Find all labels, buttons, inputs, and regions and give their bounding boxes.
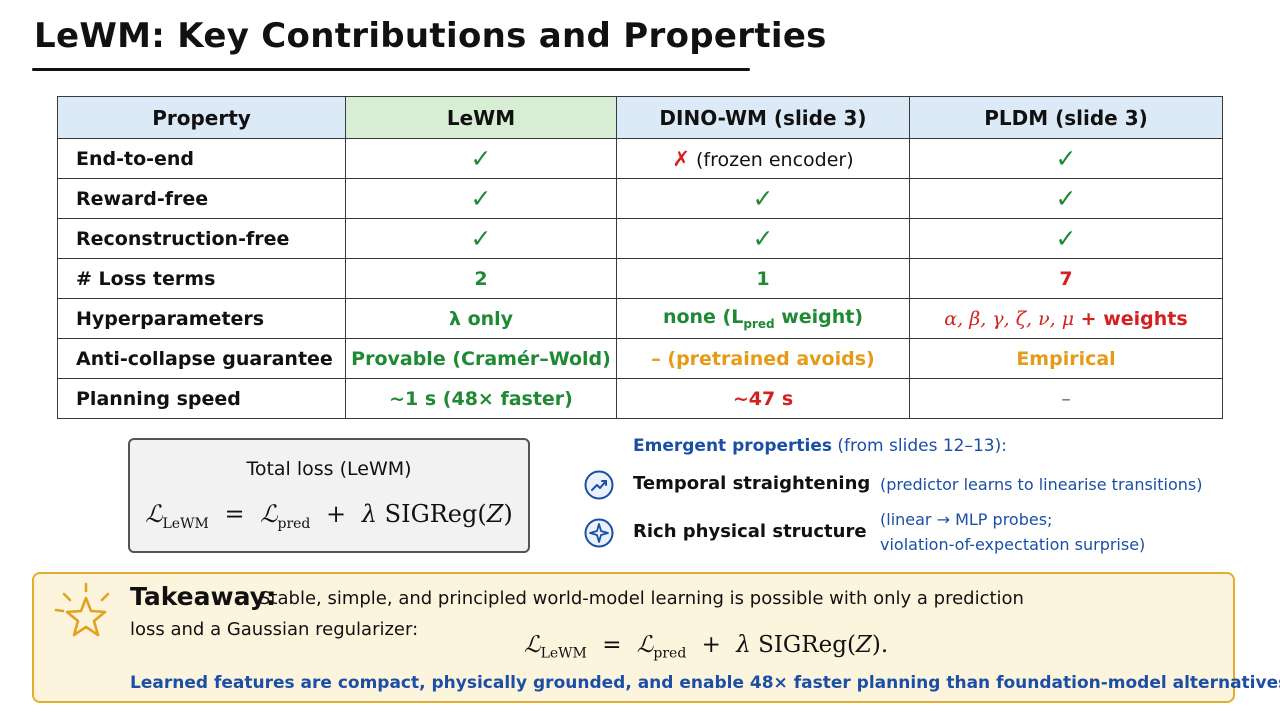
table-row: Reward-free ✓ ✓ ✓	[57, 178, 1223, 219]
row-label-loss-terms: # Loss terms	[57, 258, 346, 299]
row-label-hyperparameters: Hyperparameters	[57, 298, 346, 339]
takeaway-line-1: Stable, simple, and principled world-mod…	[259, 588, 1024, 609]
pldm-anti-collapse: Empirical	[909, 338, 1223, 379]
tk-eq-sigreg: SIGReg(	[758, 632, 856, 658]
eq-lambda: λ	[361, 500, 377, 528]
total-loss-equation: ℒLeWM = ℒpred + λ SIGReg(Z)	[130, 500, 528, 532]
eq-pred-subscript: pred	[277, 515, 311, 532]
pldm-hyper-post: + weights	[1074, 307, 1188, 330]
eq-equals: =	[224, 500, 245, 528]
row-label-reconstruction-free: Reconstruction-free	[57, 218, 346, 259]
dino-hyper-sub: pred	[743, 316, 775, 331]
pldm-planning-speed: –	[909, 378, 1223, 419]
tk-eq-lambda: λ	[736, 632, 751, 658]
dino-planning-speed: ~47 s	[616, 378, 910, 419]
lewm-hyperparameters: λ only	[345, 298, 617, 339]
header-lewm: LeWM	[345, 96, 617, 139]
dino-loss-terms: 1	[616, 258, 910, 299]
slide-title: LeWM: Key Contributions and Properties	[34, 16, 827, 56]
lewm-anti-collapse: Provable (Cramér–Wold)	[345, 338, 617, 379]
table-row: Anti-collapse guarantee Provable (Cramér…	[57, 338, 1223, 379]
tk-eq-pred-subscript: pred	[653, 645, 687, 662]
check-icon: ✓	[1055, 144, 1077, 173]
table-row: Reconstruction-free ✓ ✓ ✓	[57, 218, 1223, 259]
row-label-planning-speed: Planning speed	[57, 378, 346, 419]
tk-eq-plus: +	[701, 632, 721, 658]
table-row: Hyperparameters λ only none (Lpred weigh…	[57, 298, 1223, 339]
table-row: End-to-end ✓ ✗ (frozen encoder) ✓	[57, 138, 1223, 179]
eq-plus: +	[326, 500, 347, 528]
total-loss-box: Total loss (LeWM) ℒLeWM = ℒpred + λ SIGR…	[128, 438, 530, 553]
eq-lhs-subscript: LeWM	[162, 515, 209, 532]
eq-lhs-symbol: ℒ	[145, 500, 163, 528]
pldm-loss-terms: 7	[909, 258, 1223, 299]
emergent-heading-bold: Emergent properties	[633, 436, 833, 456]
eq-sigreg: SIGReg(	[384, 500, 487, 528]
check-icon: ✓	[470, 184, 492, 213]
lewm-planning-speed: ~1 s (48× faster)	[345, 378, 617, 419]
table-row: Planning speed ~1 s (48× faster) ~47 s –	[57, 378, 1223, 419]
emergent-label: Rich physical structure	[633, 521, 867, 542]
takeaway-equation: ℒLeWM = ℒpred + λ SIGReg(Z).	[524, 632, 888, 662]
dino-hyper-post: weight)	[774, 306, 864, 329]
tk-eq-lhs-symbol: ℒ	[524, 632, 541, 658]
check-icon: ✓	[1055, 184, 1077, 213]
tk-eq-arg: Z	[855, 632, 872, 658]
emergent-label: Temporal straightening	[633, 473, 871, 494]
row-label-reward-free: Reward-free	[57, 178, 346, 219]
header-property: Property	[57, 96, 346, 139]
emergent-desc: violation-of-expectation surprise)	[880, 535, 1146, 554]
title-underline	[32, 68, 750, 71]
trend-up-icon	[584, 470, 614, 500]
takeaway-box: Takeaway: Stable, simple, and principled…	[32, 572, 1280, 703]
row-label-anti-collapse: Anti-collapse guarantee	[57, 338, 346, 379]
tk-eq-lhs-subscript: LeWM	[540, 645, 587, 662]
check-icon: ✓	[752, 184, 774, 213]
tk-eq-pred-symbol: ℒ	[636, 632, 654, 658]
check-icon: ✓	[470, 144, 492, 173]
pldm-greek-params: α, β, γ, ζ, ν, μ	[944, 307, 1075, 330]
check-icon: ✓	[470, 224, 492, 253]
dino-hyperparameters: none (Lpred weight)	[616, 298, 910, 339]
eq-arg: Z	[486, 500, 504, 528]
takeaway-footer: Learned features are compact, physically…	[130, 673, 1280, 693]
emergent-desc: (predictor learns to linearise transitio…	[880, 475, 1203, 494]
total-loss-title: Total loss (LeWM)	[246, 458, 412, 480]
dino-end-to-end-note: (frozen encoder)	[695, 148, 854, 171]
emergent-heading: Emergent properties (from slides 12–13):	[633, 436, 1007, 456]
header-dino-wm: DINO-WM (slide 3)	[616, 96, 910, 139]
table-row: # Loss terms 2 1 7	[57, 258, 1223, 299]
properties-table: Property LeWM DINO-WM (slide 3) PLDM (sl…	[57, 96, 1223, 419]
cross-icon: ✗	[672, 146, 690, 171]
tk-eq-equals: =	[602, 632, 622, 658]
dino-anti-collapse: – (pretrained avoids)	[616, 338, 910, 379]
check-icon: ✓	[752, 224, 774, 253]
star-icon	[54, 582, 110, 637]
table-header-row: Property LeWM DINO-WM (slide 3) PLDM (sl…	[57, 96, 1223, 139]
dino-hyper-pre: none (L	[662, 306, 744, 329]
emergent-heading-rest: (from slides 12–13):	[832, 436, 1007, 456]
row-label-end-to-end: End-to-end	[57, 138, 346, 179]
check-icon: ✓	[1055, 224, 1077, 253]
takeaway-label: Takeaway:	[130, 582, 276, 611]
eq-close: )	[503, 500, 513, 528]
tk-eq-close: ).	[871, 632, 889, 658]
lewm-loss-terms: 2	[345, 258, 617, 299]
eq-pred-symbol: ℒ	[260, 500, 278, 528]
takeaway-line-2: loss and a Gaussian regularizer:	[130, 619, 419, 640]
sparkle-icon	[584, 518, 614, 548]
pldm-hyperparameters: α, β, γ, ζ, ν, μ + weights	[909, 298, 1223, 339]
emergent-desc: (linear → MLP probes;	[880, 510, 1053, 529]
header-pldm: PLDM (slide 3)	[909, 96, 1223, 139]
